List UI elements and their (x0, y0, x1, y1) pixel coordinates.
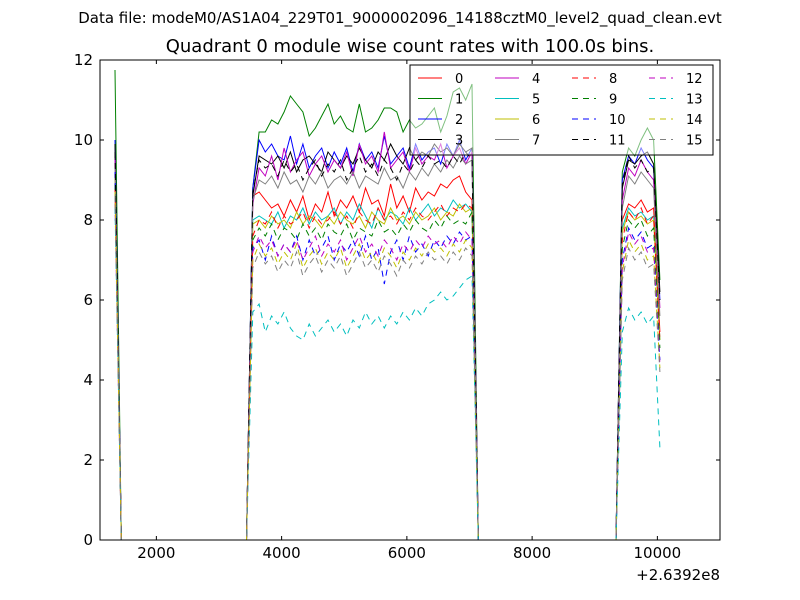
legend-label-10: 10 (609, 113, 626, 128)
x-tick-label: 6000 (388, 544, 426, 562)
series-line-9 (114, 183, 661, 540)
legend-label-7: 7 (532, 134, 540, 149)
series-line-7 (114, 155, 661, 540)
chart-title: Quadrant 0 module wise count rates with … (165, 36, 655, 57)
legend-label-14: 14 (686, 113, 703, 128)
legend-label-8: 8 (609, 72, 617, 87)
legend-label-9: 9 (609, 93, 617, 108)
series-line-4 (114, 131, 661, 540)
legend-label-3: 3 (455, 134, 463, 149)
legend-label-6: 6 (532, 113, 540, 128)
legend-label-13: 13 (686, 93, 703, 108)
legend-label-1: 1 (455, 93, 463, 108)
x-tick-label: 10000 (634, 544, 682, 562)
series-line-8 (114, 187, 661, 540)
y-tick-label: 2 (83, 451, 93, 469)
x-offset-label: +2.6392e8 (636, 566, 720, 584)
series-line-14 (114, 191, 661, 540)
series-line-5 (114, 179, 661, 540)
series-line-11 (114, 151, 661, 540)
x-tick-label: 8000 (513, 544, 551, 562)
y-tick-label: 0 (83, 531, 93, 549)
x-tick-label: 4000 (263, 544, 301, 562)
series-line-0 (114, 155, 661, 540)
legend-label-5: 5 (532, 93, 540, 108)
x-tick-label: 2000 (137, 544, 175, 562)
figure-suptitle: Data file: modeM0/AS1A04_229T01_90000020… (78, 9, 722, 27)
legend-label-11: 11 (609, 134, 626, 149)
y-tick-label: 8 (83, 211, 93, 229)
series-line-10 (114, 171, 661, 540)
y-tick-label: 12 (74, 51, 93, 69)
series-line-12 (114, 203, 661, 540)
series-line-6 (114, 175, 661, 540)
legend-label-4: 4 (532, 72, 540, 87)
legend-label-12: 12 (686, 72, 703, 87)
series-line-2 (114, 135, 661, 540)
series-line-13 (114, 207, 661, 540)
series-group (114, 69, 661, 540)
series-line-15 (114, 195, 661, 540)
legend-label-15: 15 (686, 134, 703, 149)
legend-label-0: 0 (455, 72, 463, 87)
y-tick-label: 6 (83, 291, 93, 309)
legend-label-2: 2 (455, 113, 463, 128)
series-line-1 (114, 69, 661, 540)
y-tick-label: 4 (83, 371, 93, 389)
y-tick-label: 10 (74, 131, 93, 149)
series-line-3 (114, 142, 661, 540)
